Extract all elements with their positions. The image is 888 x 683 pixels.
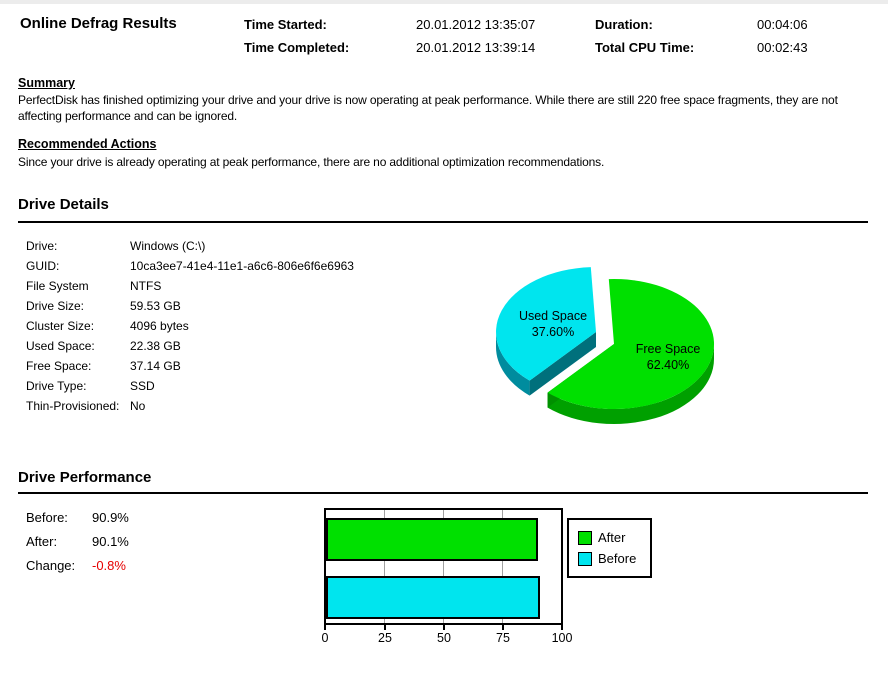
- detail-value: 37.14 GB: [130, 359, 181, 373]
- detail-row-cluster-size: Cluster Size: 4096 bytes: [26, 316, 354, 336]
- bar-after: [326, 518, 538, 561]
- detail-value: NTFS: [130, 279, 162, 293]
- drive-details-rule: [18, 221, 868, 223]
- performance-bar-chart: [324, 508, 563, 625]
- gridline-75: [502, 510, 503, 623]
- pie-label-free-space: Free Space: [636, 342, 701, 356]
- space-usage-pie-chart: Used Space 37.60% Free Space 62.40%: [496, 267, 715, 424]
- pie-label-used-space: Used Space: [519, 309, 587, 323]
- detail-value: 10ca3ee7-41e4-11e1-a6c6-806e6f6e6963: [130, 259, 354, 273]
- gridline-50: [443, 510, 444, 623]
- time-completed-label: Time Completed:: [244, 40, 350, 55]
- legend-label-before: Before: [598, 551, 637, 566]
- x-tick-100: [561, 625, 563, 630]
- legend-item-after: After: [578, 529, 650, 546]
- drive-performance-rule: [18, 492, 868, 494]
- stat-value-change: -0.8%: [92, 558, 126, 573]
- summary-heading: Summary: [18, 76, 75, 90]
- detail-value: 22.38 GB: [130, 339, 181, 353]
- detail-value: Windows (C:\): [130, 239, 206, 253]
- detail-label: Cluster Size:: [26, 319, 95, 333]
- stat-value: 90.1%: [92, 534, 129, 549]
- detail-row-drive-size: Drive Size: 59.53 GB: [26, 296, 354, 316]
- pie-free-space-rim: [547, 344, 714, 424]
- detail-label: GUID:: [26, 259, 60, 273]
- stat-label: Change:: [26, 558, 76, 573]
- detail-label: Used Space:: [26, 339, 95, 353]
- x-tick-label-75: 75: [496, 631, 510, 645]
- x-tick-label-25: 25: [378, 631, 392, 645]
- detail-value: SSD: [130, 379, 155, 393]
- pie-used-space-edge: [529, 332, 596, 396]
- recommended-actions-heading: Recommended Actions: [18, 137, 157, 151]
- detail-value: No: [130, 399, 146, 413]
- detail-label: Drive:: [26, 239, 58, 253]
- total-cpu-time-label: Total CPU Time:: [595, 40, 695, 55]
- bar-before: [326, 576, 540, 619]
- pie-slice-used-space: [496, 267, 596, 381]
- detail-row-guid: GUID: 10ca3ee7-41e4-11e1-a6c6-806e6f6e69…: [26, 256, 354, 276]
- time-started-value: 20.01.2012 13:35:07: [416, 17, 536, 32]
- legend-swatch-after-icon: [578, 530, 592, 545]
- detail-label: Drive Type:: [26, 379, 87, 393]
- stat-label: After:: [26, 534, 58, 549]
- legend-swatch-before-icon: [578, 551, 592, 566]
- stat-row-change: Change: -0.8%: [26, 554, 129, 578]
- stat-row-after: After: 90.1%: [26, 530, 129, 554]
- legend-label-after: After: [598, 530, 626, 545]
- x-tick-25: [384, 625, 386, 630]
- detail-label: Drive Size:: [26, 299, 85, 313]
- detail-row-used-space: Used Space: 22.38 GB: [26, 336, 354, 356]
- top-divider: [0, 0, 888, 4]
- pie-value-free-space: 62.40%: [647, 358, 689, 372]
- stat-value: 90.9%: [92, 510, 129, 525]
- detail-label: Free Space:: [26, 359, 92, 373]
- time-started-label: Time Started:: [244, 17, 327, 32]
- duration-label: Duration:: [595, 17, 653, 32]
- detail-row-drive-type: Drive Type: SSD: [26, 376, 354, 396]
- drive-details-heading: Drive Details: [18, 196, 109, 213]
- detail-value: 4096 bytes: [130, 319, 189, 333]
- gridline-25: [384, 510, 385, 623]
- detail-row-drive: Drive: Windows (C:\): [26, 236, 354, 256]
- legend-item-before: Before: [578, 550, 650, 567]
- stat-row-before: Before: 90.9%: [26, 506, 129, 530]
- x-tick-0: [324, 625, 326, 630]
- x-tick-label-50: 50: [437, 631, 451, 645]
- pie-slice-free-space: [547, 279, 715, 410]
- x-tick-label-100: 100: [551, 631, 573, 645]
- x-tick-50: [443, 625, 445, 630]
- detail-value: 59.53 GB: [130, 299, 181, 313]
- detail-row-file-system: File System NTFS: [26, 276, 354, 296]
- pie-value-used-space: 37.60%: [532, 325, 574, 339]
- time-completed-value: 20.01.2012 13:39:14: [416, 40, 536, 55]
- x-tick-label-0: 0: [321, 631, 329, 645]
- page-title: Online Defrag Results: [20, 15, 177, 32]
- summary-text: PerfectDisk has finished optimizing your…: [18, 93, 838, 123]
- x-tick-75: [502, 625, 504, 630]
- detail-row-free-space: Free Space: 37.14 GB: [26, 356, 354, 376]
- stat-label: Before:: [26, 510, 68, 525]
- chart-legend: After Before: [567, 518, 652, 578]
- total-cpu-time-value: 00:02:43: [757, 40, 808, 55]
- performance-stats: Before: 90.9% After: 90.1% Change: -0.8%: [26, 506, 129, 578]
- pie-used-space-rim: [496, 332, 530, 396]
- detail-label: File System: [26, 279, 89, 293]
- duration-value: 00:04:06: [757, 17, 808, 32]
- detail-row-thin-provisioned: Thin-Provisioned: No: [26, 396, 354, 416]
- detail-label: Thin-Provisioned:: [26, 399, 120, 413]
- drive-performance-heading: Drive Performance: [18, 469, 152, 486]
- recommended-actions-text: Since your drive is already operating at…: [18, 155, 605, 169]
- drive-details-list: Drive: Windows (C:\) GUID: 10ca3ee7-41e4…: [26, 236, 354, 416]
